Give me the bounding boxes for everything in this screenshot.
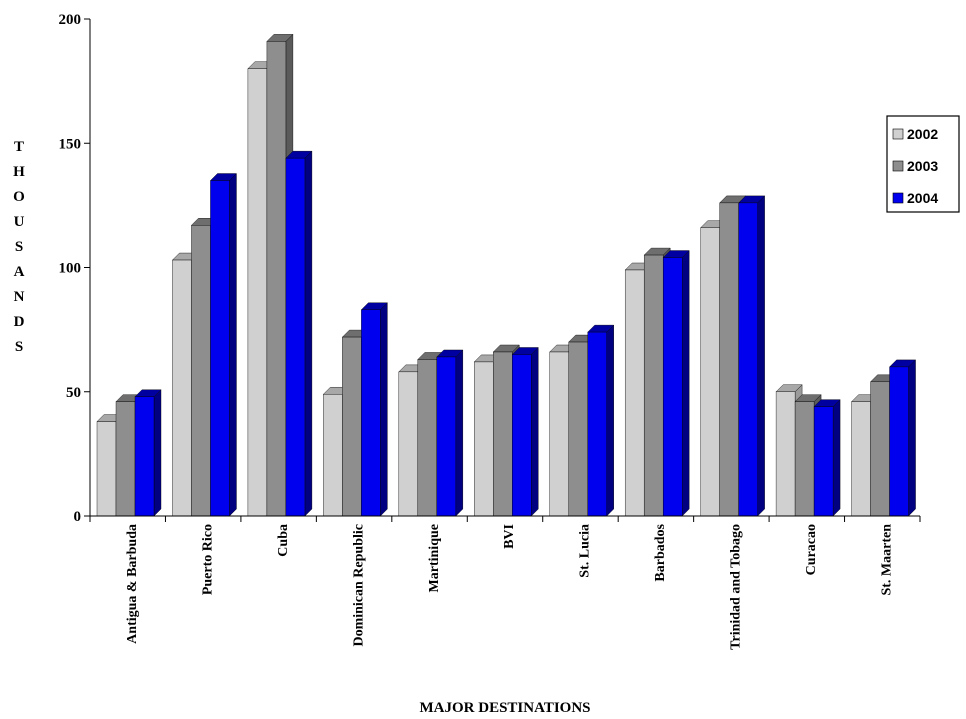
bar-2004-8: [738, 195, 766, 517]
bar-side: [153, 389, 162, 517]
legend-label-2002: 2002: [907, 126, 938, 142]
bar-2004-2: [285, 150, 313, 517]
y-axis-title-letter: A: [14, 264, 25, 280]
bar-2004-1: [209, 173, 237, 517]
x-category-label: Puerto Rico: [200, 524, 215, 595]
bar-front: [719, 202, 739, 517]
y-tick-label: 50: [66, 385, 81, 401]
x-category-label: Trinidad and Tobago: [729, 524, 744, 650]
y-axis-title-letter: S: [15, 339, 23, 355]
x-category-label: BVI: [502, 524, 517, 549]
legend-swatch-2003: [892, 160, 904, 172]
bar-front: [813, 406, 834, 517]
bar-side: [681, 250, 690, 517]
x-category-label: St. Maarten: [879, 524, 894, 596]
bar-front: [512, 354, 532, 517]
legend: 2002 2003 2004: [886, 115, 960, 213]
y-axis-title-letter: D: [14, 314, 25, 330]
bar-side: [229, 173, 237, 517]
bar-front: [794, 401, 815, 517]
bar-front: [738, 202, 758, 517]
bar-front: [172, 259, 192, 517]
bar-front: [323, 394, 343, 517]
bar-front: [624, 269, 645, 517]
y-tick-label: 200: [59, 12, 82, 28]
bar-front: [870, 381, 890, 517]
x-category-label: Martinique: [427, 524, 442, 592]
bar-side: [531, 346, 539, 517]
bars-group: [96, 33, 917, 517]
bar-front: [115, 401, 136, 517]
x-category-label: Cuba: [276, 524, 291, 557]
bar-side: [304, 150, 313, 517]
x-category-label: Barbados: [653, 523, 668, 581]
bar-front: [568, 341, 588, 517]
bar-front: [643, 254, 664, 517]
x-category-label: Antigua & Barbuda: [125, 524, 140, 644]
bar-front: [191, 225, 211, 517]
y-tick-label: 100: [59, 261, 82, 277]
bar-front: [493, 351, 513, 517]
legend-swatch-2004: [892, 192, 904, 204]
bar-front: [474, 361, 494, 517]
bar-front: [398, 371, 419, 517]
bar-front: [342, 336, 362, 517]
bar-side: [606, 324, 614, 517]
bar-front: [285, 157, 306, 517]
bar-2004-4: [436, 349, 464, 517]
bar-2004-3: [360, 302, 388, 517]
y-axis-title-letter: H: [13, 164, 25, 180]
y-axis-title-letter: N: [14, 289, 25, 305]
y-tick-label: 0: [74, 509, 82, 525]
bar-front: [549, 351, 569, 517]
bar-side: [908, 359, 916, 517]
y-axis-title-letter: U: [14, 214, 25, 230]
bar-front: [775, 391, 796, 517]
bar-front: [417, 359, 438, 517]
bar-front: [96, 421, 117, 517]
bar-front: [210, 180, 230, 517]
bar-front: [889, 366, 909, 517]
bar-side: [455, 349, 464, 517]
bar-front: [361, 309, 381, 517]
bar-2004-5: [511, 346, 539, 517]
bar-side: [380, 302, 388, 517]
y-tick-label: 150: [59, 136, 82, 152]
bar-front: [700, 227, 720, 517]
bar-2004-6: [587, 324, 615, 517]
bar-front: [587, 331, 607, 517]
bar-front: [247, 68, 268, 517]
x-axis-title: MAJOR DESTINATIONS: [420, 700, 591, 716]
legend-swatch-2002: [892, 128, 904, 140]
bar-2004-0: [134, 389, 162, 517]
bar-side: [832, 399, 841, 517]
bar-front: [134, 396, 155, 517]
bar-2004-10: [889, 359, 917, 517]
x-category-label: St. Lucia: [578, 524, 593, 578]
x-category-label: Dominican Republic: [351, 524, 366, 647]
legend-label-2003: 2003: [907, 158, 938, 174]
bar-front: [662, 257, 683, 517]
bar-2004-7: [662, 250, 690, 517]
legend-label-2004: 2004: [907, 190, 938, 206]
y-axis-title-letter: O: [13, 189, 25, 205]
axes-group: 0 50 100 150 200 Antigua & Barbuda Puerto Rico…: [59, 12, 921, 650]
bar-2004-9: [813, 399, 841, 517]
bar-front: [436, 356, 457, 517]
bar-front: [266, 41, 287, 517]
bar-side: [757, 195, 765, 517]
y-axis-title-letter: T: [14, 139, 24, 155]
y-axis-title-letter: S: [15, 239, 23, 255]
x-category-label: Curacao: [804, 524, 819, 575]
bar-front: [851, 401, 871, 517]
